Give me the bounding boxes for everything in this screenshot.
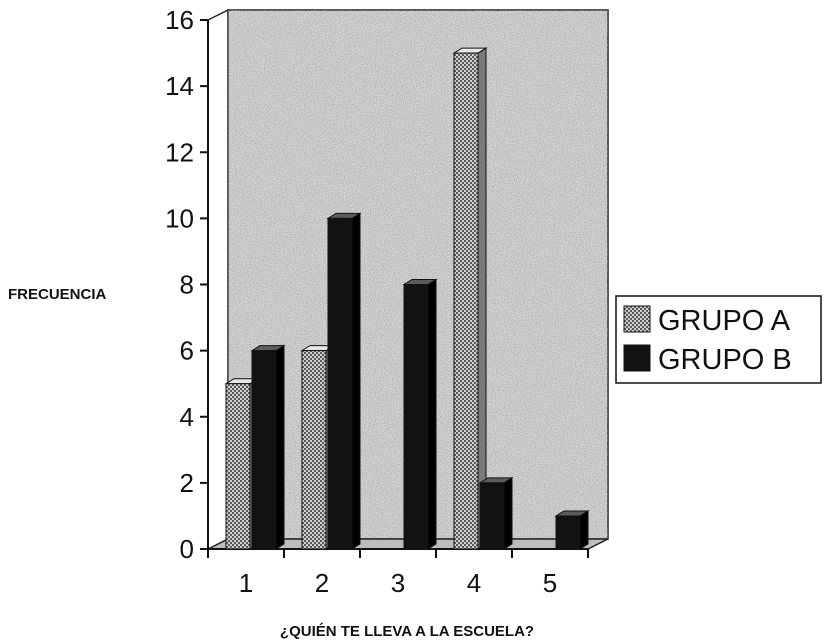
x-axis: 1 2 3 4 5 xyxy=(207,548,589,598)
y-tick-label: 14 xyxy=(165,71,194,101)
legend-swatch-grupo-a xyxy=(623,305,651,333)
y-tick-label: 6 xyxy=(180,336,194,366)
legend-label-grupo-b: GRUPO B xyxy=(658,344,792,376)
bar-grupo-b-5 xyxy=(554,510,590,550)
y-axis: 0 2 4 6 8 10 12 14 16 xyxy=(165,5,209,564)
y-tick-label: 2 xyxy=(180,468,194,498)
y-tick-label: 12 xyxy=(165,137,194,167)
legend-swatch-grupo-b xyxy=(623,344,651,372)
bars xyxy=(224,47,590,550)
legend-label-grupo-a: GRUPO A xyxy=(658,305,791,337)
x-tick-label: 2 xyxy=(315,568,329,598)
x-axis-label: ¿QUIÉN TE LLEVA A LA ESCUELA? xyxy=(280,623,534,640)
y-tick-label: 16 xyxy=(165,5,194,35)
y-axis-label: FRECUENCIA xyxy=(8,286,107,303)
bar-grupo-b-3 xyxy=(402,278,438,550)
y-tick-label: 4 xyxy=(180,402,194,432)
y-tick-label: 10 xyxy=(165,203,194,233)
x-tick-label: 3 xyxy=(391,568,405,598)
bar-grupo-b-2 xyxy=(326,212,362,550)
bar-grupo-b-4 xyxy=(478,476,514,550)
y-tick-label: 8 xyxy=(180,270,194,300)
y-tick-label: 0 xyxy=(180,534,194,564)
bar-grupo-b-1 xyxy=(250,344,286,550)
x-tick-label: 5 xyxy=(543,568,557,598)
bar-grupo-a-4 xyxy=(452,47,488,550)
x-tick-label: 4 xyxy=(467,568,481,598)
x-tick-label: 1 xyxy=(239,568,253,598)
legend: GRUPO A GRUPO B xyxy=(615,295,822,384)
